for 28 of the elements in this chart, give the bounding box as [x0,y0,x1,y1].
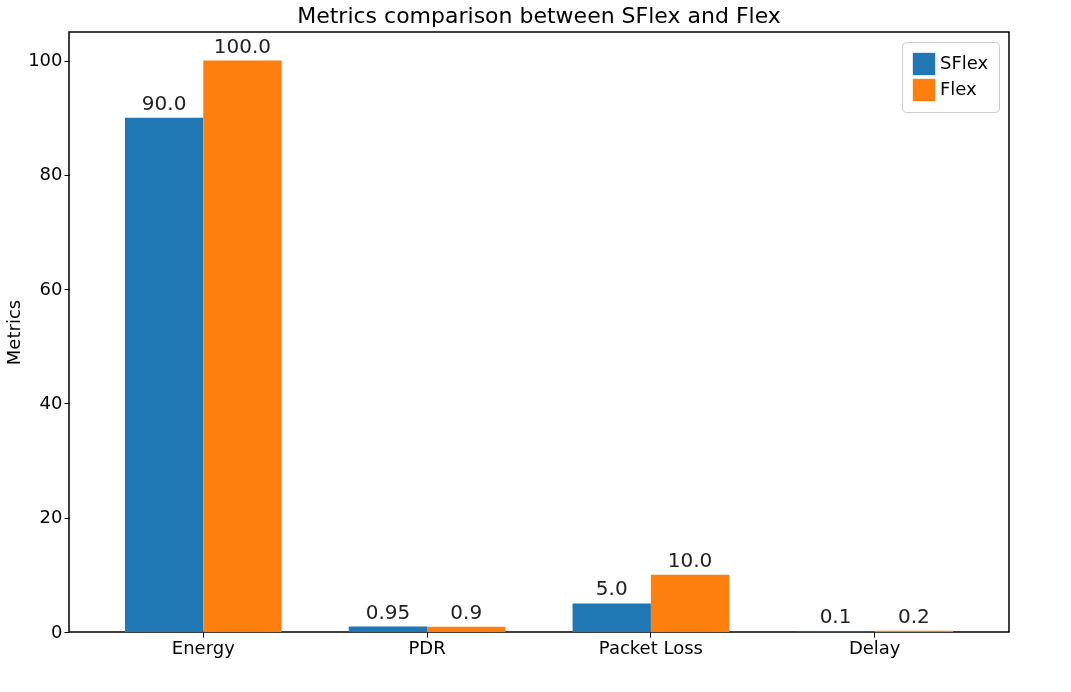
legend-label: SFlex [940,52,989,73]
y-tick-label: 80 [39,163,63,185]
y-axis-title: Metrics [3,299,25,366]
bar [427,626,506,632]
data-label: 90.0 [141,90,187,115]
y-tick-label: 0 [51,620,63,642]
y-tick-label: 20 [39,506,63,528]
data-label: 100.0 [213,33,272,58]
bar [650,574,730,632]
x-tick-label: Energy [171,636,236,658]
y-tick-label: 100 [28,49,63,71]
y-tick-label: 40 [39,391,63,413]
data-label: 0.95 [365,599,411,624]
chart-title: Metrics comparison between SFlex and Flex [297,3,781,28]
data-label: 0.9 [450,599,483,624]
x-tick-label: Packet Loss [598,636,703,658]
legend-label: Flex [940,78,978,99]
bar [572,603,651,632]
data-label: 0.2 [897,603,930,628]
bar [203,60,282,632]
data-label: 0.1 [819,604,852,629]
y-tick-label: 60 [39,277,63,299]
data-label: 10.0 [667,547,713,572]
bar [348,626,428,632]
x-tick-label: PDR [408,636,446,658]
bar [124,117,204,632]
data-label: 5.0 [595,576,628,601]
x-tick-label: Delay [848,636,901,658]
